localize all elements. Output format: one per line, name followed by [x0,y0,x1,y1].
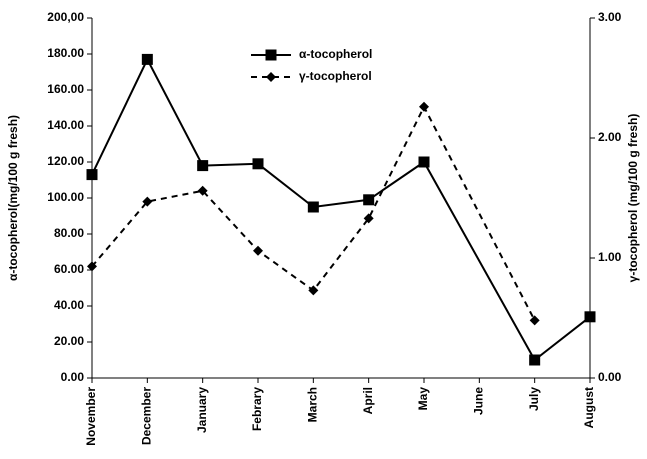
x-tick-label: November [84,387,98,446]
y-axis-label: α-tocopherol(mg/100 g fresh) [6,115,20,281]
y-tick-label: 180.00 [47,46,84,60]
x-tick-label: December [140,387,154,445]
y2-tick-label: 0.00 [598,370,622,384]
marker [142,196,153,207]
y-tick-label: 200,00 [47,10,84,24]
y2-tick-label: 2.00 [598,130,622,144]
marker [197,185,208,196]
marker [418,156,430,168]
y-tick-label: 160.00 [47,82,84,96]
marker [363,213,374,224]
y2-tick-label: 1.00 [598,250,622,264]
marker [308,285,319,296]
x-tick-label: June [472,387,486,415]
x-tick-label: January [195,387,209,433]
marker [87,261,97,272]
y-tick-label: 60.00 [54,262,84,276]
y2-tick-label: 3.00 [598,10,622,24]
marker [252,158,264,170]
y-tick-label: 20.00 [54,334,84,348]
y-tick-label: 140.00 [47,118,84,132]
legend-marker [266,72,276,82]
marker [141,53,153,65]
marker [419,101,429,112]
x-tick-label: August [582,387,596,428]
marker [584,311,596,323]
series-line [91,104,536,321]
marker [86,169,98,181]
x-tick-label: April [361,387,375,414]
x-tick-label: July [527,387,541,411]
marker [307,201,319,213]
series-line [91,57,591,362]
y2-axis-label: γ-tocopherol (mg/100 g fresh) [626,114,640,283]
y-tick-label: 120.00 [47,154,84,168]
x-tick-label: Febrary [250,387,264,431]
y-tick-label: 40.00 [54,298,84,312]
y-tick-label: 100.00 [47,190,84,204]
legend-label: γ-tocopherol [299,69,372,83]
x-tick-label: May [416,387,430,411]
x-tick-label: March [306,387,320,422]
legend-marker [265,49,277,61]
marker [529,315,540,326]
marker [363,194,375,206]
y-tick-label: 80.00 [54,226,84,240]
y-tick-label: 0.00 [61,370,85,384]
marker [197,160,209,172]
marker [529,354,541,366]
legend-label: α-tocopherol [299,47,372,61]
marker [253,245,263,256]
